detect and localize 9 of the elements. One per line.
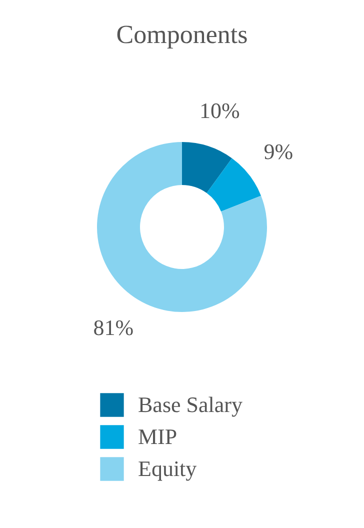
legend-label: Equity <box>138 456 197 481</box>
chart-title: Components <box>116 20 248 49</box>
legend-label: MIP <box>138 424 178 449</box>
data-label: 81% <box>93 314 134 340</box>
data-label: 9% <box>264 139 294 164</box>
donut-slice <box>182 142 232 194</box>
legend-label: Base Salary <box>138 392 242 417</box>
data-label: 10% <box>200 98 240 123</box>
donut-slice <box>206 158 262 212</box>
